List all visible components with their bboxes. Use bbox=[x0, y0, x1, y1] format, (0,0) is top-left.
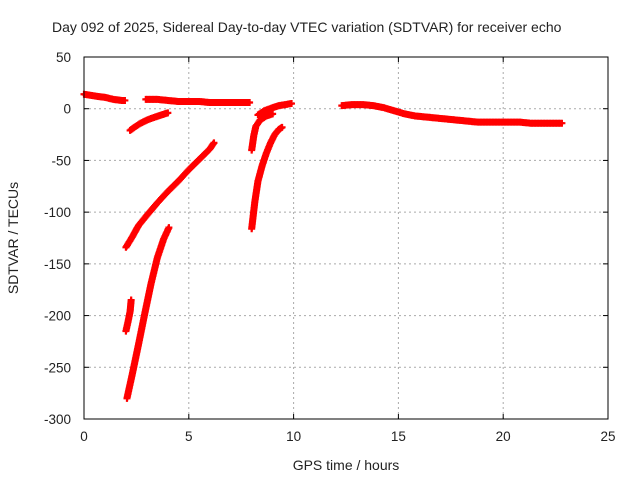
data-point bbox=[269, 110, 277, 118]
data-point bbox=[246, 99, 254, 107]
data-point bbox=[127, 296, 135, 304]
y-tick-label: -50 bbox=[51, 153, 71, 168]
y-tick-label: -300 bbox=[44, 412, 71, 427]
data-point bbox=[164, 109, 172, 117]
data-point bbox=[558, 119, 566, 127]
data-point bbox=[121, 96, 129, 104]
x-tick-label: 15 bbox=[391, 429, 406, 444]
plot-frame bbox=[83, 56, 609, 420]
y-tick-label: -100 bbox=[44, 205, 71, 220]
y-axis-label: SDTVAR / TECUs bbox=[5, 182, 21, 294]
axis-ticks: 0 5 10 15 20 25 -300 -250 -200 -150 -100 -50 0 50 bbox=[44, 50, 616, 444]
data-points bbox=[80, 90, 566, 402]
y-tick-label: 0 bbox=[63, 102, 71, 117]
data-point bbox=[288, 100, 296, 108]
data-point bbox=[278, 123, 286, 131]
data-point bbox=[165, 224, 173, 232]
data-point bbox=[210, 139, 218, 147]
chart-title: Day 092 of 2025, Sidereal Day-to-day VTE… bbox=[52, 19, 562, 35]
y-tick-label: -200 bbox=[44, 309, 71, 324]
x-tick-label: 5 bbox=[185, 429, 193, 444]
x-tick-label: 10 bbox=[286, 429, 301, 444]
x-tick-label: 20 bbox=[496, 429, 511, 444]
x-tick-label: 0 bbox=[80, 429, 88, 444]
x-tick-label: 25 bbox=[600, 429, 615, 444]
x-axis-label: GPS time / hours bbox=[293, 457, 400, 473]
y-tick-label: 50 bbox=[56, 50, 71, 65]
y-tick-label: -250 bbox=[44, 360, 71, 375]
grid bbox=[84, 57, 608, 419]
y-tick-label: -150 bbox=[44, 257, 71, 272]
